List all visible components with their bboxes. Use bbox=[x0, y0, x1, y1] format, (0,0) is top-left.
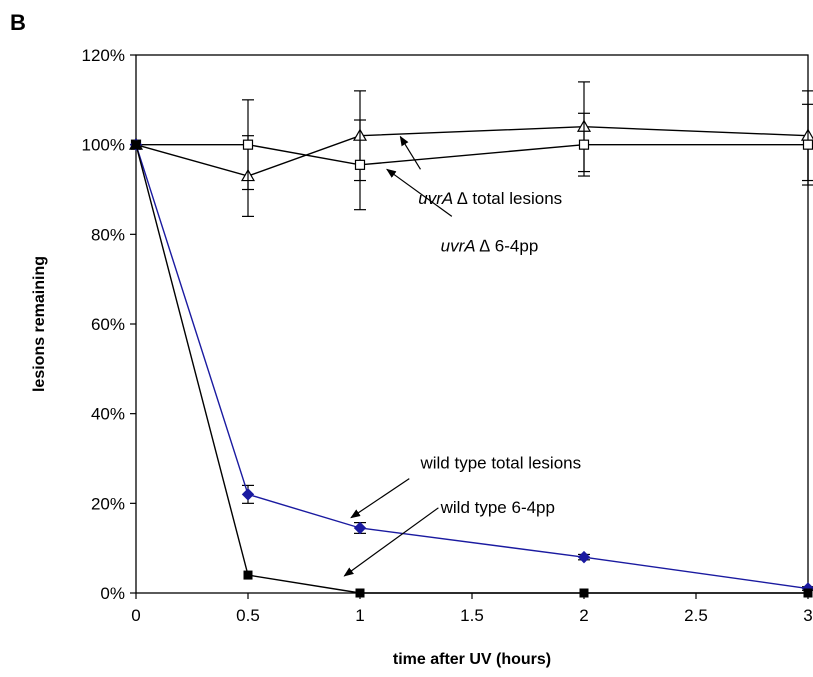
x-tick-label: 2.5 bbox=[684, 606, 708, 625]
y-tick-label: 60% bbox=[91, 315, 125, 334]
data-point bbox=[243, 570, 253, 580]
data-point bbox=[131, 140, 141, 150]
annotation-label: wild type total lesions bbox=[419, 453, 581, 472]
annotation-a1: uvrA ∆ total lesions bbox=[399, 135, 562, 208]
annotation-arrow bbox=[386, 168, 453, 217]
annotation-arrow bbox=[343, 507, 439, 577]
x-tick-label: 1.5 bbox=[460, 606, 484, 625]
y-tick-label: 40% bbox=[91, 405, 125, 424]
data-point bbox=[577, 550, 591, 564]
series-line bbox=[135, 144, 809, 590]
panel-label: B bbox=[10, 10, 26, 35]
y-tick-label: 120% bbox=[82, 46, 125, 65]
series-line bbox=[136, 143, 808, 166]
series-line bbox=[135, 126, 809, 177]
data-point bbox=[354, 159, 366, 170]
annotation-a4: wild type 6-4pp bbox=[343, 498, 555, 577]
annotation-label: wild type 6-4pp bbox=[440, 498, 555, 517]
y-tick-label: 0% bbox=[100, 584, 125, 603]
data-point bbox=[802, 139, 813, 150]
data-point bbox=[242, 139, 254, 150]
annotation-label: uvrA ∆ 6-4pp bbox=[441, 236, 539, 255]
annotation-layer: uvrA ∆ total lesions uvrA ∆ 6-4pp wild typ… bbox=[343, 135, 581, 577]
x-tick-label: 0 bbox=[131, 606, 140, 625]
y-axis: 0% 20% 40% 60% 80% 100% 120% bbox=[82, 46, 136, 603]
annotation-arrow bbox=[350, 478, 410, 519]
x-axis: 0 0.5 1 1.5 2 2.5 3 bbox=[131, 593, 813, 625]
series-line bbox=[135, 144, 808, 594]
annotation-arrow bbox=[399, 135, 421, 170]
annotation-a2: uvrA ∆ 6-4pp bbox=[386, 168, 539, 255]
series-uvra_64pp bbox=[130, 99, 813, 211]
annotation-label: uvrA ∆ total lesions bbox=[418, 189, 562, 208]
y-tick-label: 100% bbox=[82, 136, 125, 155]
data-point bbox=[241, 488, 255, 501]
data-point bbox=[579, 588, 589, 598]
y-tick-label: 20% bbox=[91, 494, 125, 513]
x-tick-label: 1 bbox=[355, 606, 364, 625]
annotation-a3: wild type total lesions bbox=[350, 453, 581, 519]
y-tick-label: 80% bbox=[91, 225, 125, 244]
series-wt_64pp bbox=[131, 140, 813, 598]
data-point bbox=[353, 521, 367, 535]
x-tick-label: 2 bbox=[579, 606, 588, 625]
data-point bbox=[803, 588, 813, 598]
x-tick-label: 3 bbox=[803, 606, 812, 625]
data-point bbox=[355, 588, 365, 598]
x-tick-label: 0.5 bbox=[236, 606, 260, 625]
x-axis-title: time after UV (hours) bbox=[393, 651, 551, 668]
y-axis-title: lesions remaining bbox=[31, 256, 48, 392]
series-layer bbox=[128, 81, 813, 598]
data-point bbox=[578, 139, 590, 150]
